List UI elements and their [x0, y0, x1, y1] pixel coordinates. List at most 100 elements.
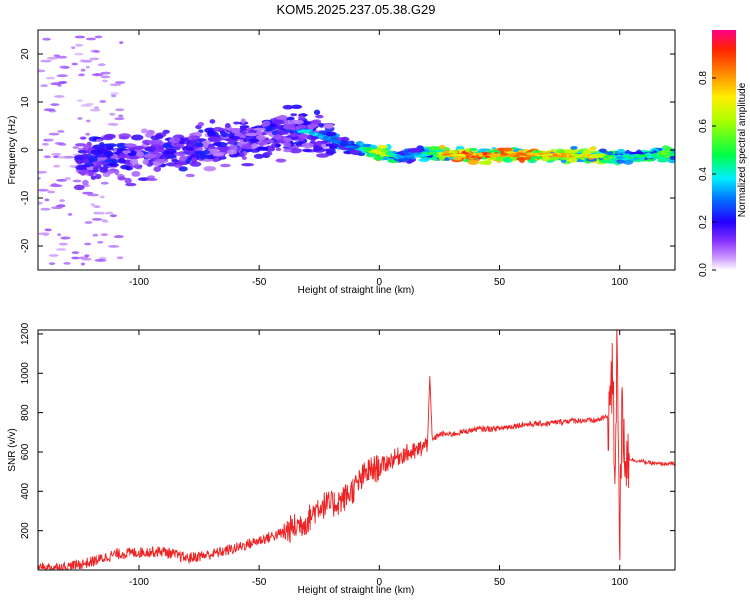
spectrogram-xtick-label: -50 [252, 277, 267, 288]
spectrogram-cell [100, 181, 109, 185]
spectrogram-cell [108, 162, 119, 167]
spectrogram-cell [108, 245, 120, 248]
spectrogram-cell [404, 155, 415, 158]
spectrogram-xtick-label: -100 [129, 277, 149, 288]
snr-series-line [38, 330, 675, 570]
spectrogram-cell [78, 73, 85, 77]
spectrogram-cell [114, 169, 120, 176]
spectrogram-cell [357, 152, 366, 156]
spectrogram-cell [375, 151, 380, 155]
spectrogram-cell [113, 235, 124, 239]
spectrogram-cell [95, 138, 103, 142]
spectrogram-cell [117, 176, 126, 181]
spectrogram-cell [272, 126, 283, 130]
spectrogram-cell [145, 178, 158, 181]
spectrogram-cell [54, 95, 65, 98]
spectrogram-cell [135, 166, 142, 170]
spectrogram-cell [173, 152, 187, 156]
spectrogram-cell [153, 166, 162, 173]
spectrogram-cell [385, 144, 392, 150]
spectrogram-ylabel: Frequency (Hz) [7, 116, 18, 185]
spectrogram-cell [283, 141, 292, 148]
spectrogram-cell [179, 155, 188, 162]
spectrogram-cell [219, 148, 230, 153]
spectrogram-cell [150, 135, 160, 141]
spectrogram-cell [102, 136, 114, 141]
spectrogram-cell [228, 128, 241, 132]
spectrogram-cell [194, 131, 202, 137]
spectrogram-cell [88, 171, 94, 177]
spectrogram-cell [77, 117, 83, 120]
snr-xtick-label: 100 [611, 577, 628, 588]
spectrogram-cell [530, 153, 540, 156]
spectrogram-cell [508, 153, 517, 157]
spectrogram-cell [282, 124, 296, 130]
spectrogram-cell [82, 191, 94, 195]
spectrogram-cell [409, 147, 422, 154]
snr-xtick-label: 50 [494, 577, 506, 588]
spectrogram-cell [118, 114, 124, 118]
spectrogram-cell [207, 130, 216, 136]
spectrogram-cell [294, 119, 304, 125]
spectrogram-xtick-label: 50 [494, 277, 506, 288]
spectrogram-cell [102, 220, 109, 224]
spectrogram-cell [282, 104, 294, 110]
spectrogram-cell [72, 179, 82, 183]
spectrogram-cell [365, 147, 373, 151]
spectrogram-cell [94, 106, 99, 110]
spectrogram-cell [408, 158, 414, 164]
spectrogram-cell [616, 159, 626, 164]
snr-frame [37, 329, 676, 571]
spectrogram-cell [162, 129, 170, 134]
spectrogram-cell [80, 169, 90, 175]
spectrogram-cell [137, 145, 143, 150]
spectrogram-cell [145, 132, 154, 138]
spectrogram-cell [42, 142, 49, 146]
spectrogram-cell [150, 139, 163, 145]
spectrogram-cell [467, 147, 478, 152]
spectrogram-cell [478, 160, 492, 165]
spectrogram-cell [57, 233, 62, 237]
spectrogram-cell [110, 94, 117, 98]
spectrogram-cell [99, 100, 107, 103]
spectrogram-cell [194, 142, 205, 146]
colorbar-label: Normalized spectral amplitude [737, 82, 748, 217]
spectrogram-cell [125, 165, 131, 171]
spectrogram-cell [491, 153, 501, 156]
colorbar-ticks: 0.0 0.2 0.4 0.6 0.8 [698, 71, 716, 277]
spectrogram-cell [85, 65, 90, 69]
spectrogram-cell [568, 157, 578, 163]
spectrogram-cell [116, 117, 125, 120]
spectrogram-cell [502, 147, 513, 152]
spectrogram-cell [301, 142, 314, 149]
spectrogram-cell [650, 153, 656, 157]
spectrogram-cell [89, 108, 101, 112]
spectrogram-cell [99, 166, 108, 170]
colorbar-tick-label: 0.2 [698, 215, 709, 229]
spectrogram-cell [174, 164, 182, 168]
figure-title: KOM5.2025.237.05.38.G29 [276, 2, 435, 17]
spectrogram-cell [515, 152, 525, 155]
spectrogram-cell [233, 121, 241, 125]
spectrogram-cell [71, 251, 80, 255]
spectrogram-cell [141, 128, 148, 134]
spectrogram-cell [373, 155, 384, 161]
spectrogram-cell [124, 143, 137, 148]
snr-ytick-label: 1200 [20, 322, 31, 345]
spectrogram-cell [97, 240, 104, 244]
spectrogram-cell [93, 205, 101, 209]
spectrogram-cell [97, 63, 106, 67]
spectrogram-cell [106, 143, 118, 148]
spectrogram-cell [499, 153, 509, 156]
colorbar-tick-label: 0.4 [698, 167, 709, 181]
spectrogram-cell [93, 211, 103, 215]
spectrogram-cell [463, 153, 474, 157]
spectrogram-cell [438, 154, 446, 161]
spectrogram-cell [55, 204, 66, 208]
spectrogram-cell [109, 83, 122, 87]
spectrogram-cell [49, 184, 61, 188]
spectrogram-cell [356, 147, 367, 151]
spectrogram-cell [420, 153, 428, 157]
spectrogram-cell [117, 157, 126, 164]
